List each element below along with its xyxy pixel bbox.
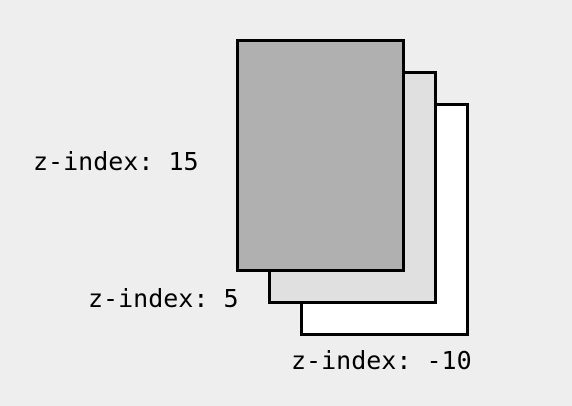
label-z-index-minus-10: z-index: -10: [291, 346, 472, 375]
label-z-index-5: z-index: 5: [88, 284, 239, 313]
label-z-index-15: z-index: 15: [33, 147, 199, 176]
layer-front-z-15: [236, 39, 405, 272]
